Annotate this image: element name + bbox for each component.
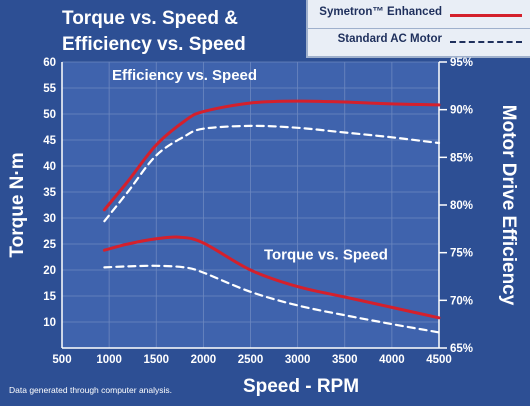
x-tick-label: 3500 (332, 354, 358, 366)
x-tick-label: 2000 (191, 354, 217, 366)
legend-label-symetron: Symetron™ Enhanced (319, 6, 442, 18)
y-right-tick-label: 80% (450, 200, 473, 212)
chart-title: Torque vs. Speed & Efficiency vs. Speed (62, 6, 246, 58)
legend-label-standard: Standard AC Motor (337, 33, 442, 45)
y-left-tick-label: 50 (43, 109, 56, 121)
x-tick-label: 500 (52, 354, 71, 366)
y-right-tick-label: 65% (450, 343, 473, 355)
y-right-axis-title: Motor Drive Efficiency (498, 105, 519, 306)
y-right-tick-label: 70% (450, 295, 473, 307)
chart-title-line2: Efficiency vs. Speed (62, 34, 246, 55)
y-left-axis-title: Torque N·m (7, 152, 28, 257)
y-left-tick-label: 40 (43, 161, 56, 173)
legend-divider (308, 28, 530, 29)
y-left-tick-label: 20 (43, 265, 56, 277)
y-right-tick-label: 95% (450, 57, 473, 69)
legend-swatch-symetron (450, 14, 522, 17)
y-left-tick-label: 10 (43, 317, 56, 329)
legend-item-symetron: Symetron™ Enhanced (308, 2, 530, 26)
y-left-tick-label: 15 (43, 291, 56, 303)
x-tick-label: 1000 (96, 354, 122, 366)
x-tick-label: 1500 (143, 354, 169, 366)
axes (61, 61, 447, 349)
y-right-tick-label: 90% (450, 105, 473, 117)
y-left-tick-label: 60 (43, 57, 56, 69)
labels-group: 500 1000 1500 2000 2500 3000 3500 4000 4500 10 15 2… (7, 57, 519, 397)
legend: Symetron™ Enhanced Standard AC Motor (306, 0, 530, 58)
series-line-symetron-torque (102, 235, 441, 320)
series-line-standard-torque (103, 264, 441, 334)
y-right-tick-label: 75% (450, 248, 473, 260)
x-tick-label: 4000 (379, 354, 405, 366)
series-line-symetron-efficiency (102, 99, 441, 212)
annotation-torque: Torque vs. Speed (264, 247, 388, 264)
footnote: Data generated through computer analysis… (9, 385, 173, 395)
x-tick-label: 2500 (238, 354, 264, 366)
chart-title-line1: Torque vs. Speed & (62, 8, 238, 29)
y-left-tick-label: 25 (43, 239, 56, 251)
y-right-tick-label: 85% (450, 152, 473, 164)
y-left-tick-label: 55 (43, 83, 56, 95)
x-tick-label: 4500 (426, 354, 452, 366)
y-left-tick-label: 45 (43, 135, 56, 147)
legend-swatch-standard (450, 41, 522, 43)
x-axis-title: Speed - RPM (243, 376, 359, 397)
series-line-standard-efficiency (103, 124, 441, 223)
y-left-tick-label: 35 (43, 187, 56, 199)
legend-item-standard: Standard AC Motor (308, 29, 530, 53)
series-group (102, 99, 441, 334)
annotation-efficiency: Efficiency vs. Speed (112, 67, 257, 84)
x-tick-label: 3000 (285, 354, 311, 366)
y-left-tick-label: 30 (43, 213, 56, 225)
